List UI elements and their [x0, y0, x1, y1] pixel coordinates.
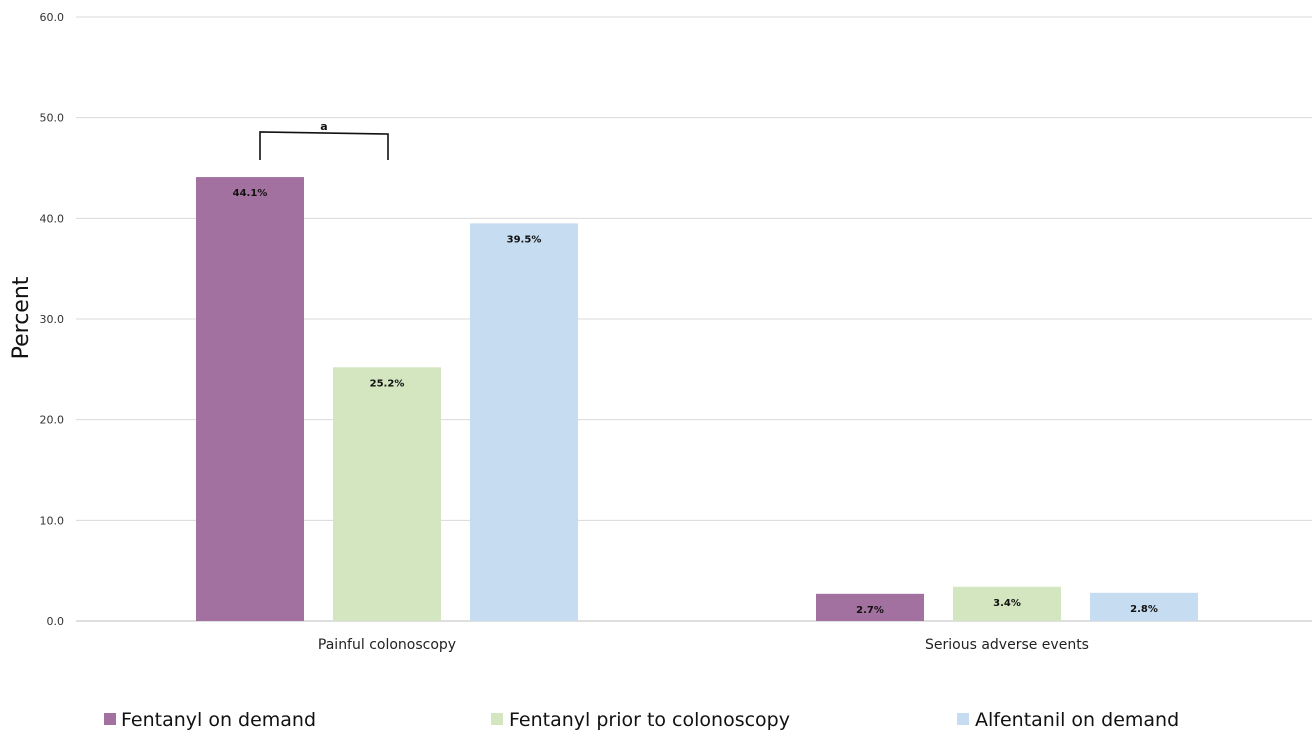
data-label: 2.8% — [1130, 604, 1158, 615]
category-label-serious-adverse-events: Serious adverse events — [925, 637, 1089, 653]
bar-fentanyl-prior-to-colonoscopy-serious-adverse-events — [953, 586, 1061, 621]
y-tick-label: 20.0 — [40, 414, 65, 427]
bars — [196, 177, 1198, 621]
y-axis-title: Percent — [9, 276, 34, 359]
legend-label-fentanyl-on-demand: Fentanyl on demand — [121, 709, 316, 731]
legend-label-fentanyl-prior-to-colonoscopy: Fentanyl prior to colonoscopy — [509, 709, 790, 731]
category-label-painful-colonoscopy: Painful colonoscopy — [318, 637, 456, 653]
y-tick-label: 60.0 — [40, 11, 65, 24]
y-tick-label: 10.0 — [40, 514, 65, 527]
data-label: 3.4% — [993, 598, 1021, 609]
y-axis-ticks: 0.0 10.0 20.0 30.0 40.0 50.0 60.0 — [40, 11, 65, 628]
bar-alfentanil-on-demand-painful-colonoscopy — [470, 223, 578, 621]
legend-label-alfentanil-on-demand: Alfentanil on demand — [975, 709, 1179, 731]
data-label: 2.7% — [856, 605, 884, 616]
bar-fentanyl-on-demand-serious-adverse-events — [816, 593, 924, 621]
x-axis-categories: Painful colonoscopy Serious adverse event… — [318, 637, 1089, 653]
bar-fentanyl-on-demand-painful-colonoscopy — [196, 177, 304, 621]
legend-swatch-alfentanil-on-demand — [957, 713, 969, 725]
data-label: 25.2% — [370, 378, 405, 389]
bar-fentanyl-prior-to-colonoscopy-painful-colonoscopy — [333, 367, 441, 621]
significance-annotation: a — [259, 120, 389, 160]
bar-alfentanil-on-demand-serious-adverse-events — [1090, 592, 1198, 621]
significance-bracket — [259, 131, 389, 160]
y-tick-label: 40.0 — [40, 212, 65, 225]
y-tick-label: 50.0 — [40, 112, 65, 125]
data-labels: 44.1% 2.7% 25.2% 3.4% 39.5% 2.8% — [233, 188, 1158, 616]
y-tick-label: 0.0 — [47, 615, 65, 628]
legend: Fentanyl on demand Fentanyl prior to colo… — [104, 709, 1179, 731]
data-label: 39.5% — [507, 234, 542, 245]
significance-label: a — [320, 120, 327, 133]
legend-swatch-fentanyl-prior-to-colonoscopy — [491, 713, 503, 725]
legend-swatch-fentanyl-on-demand — [104, 713, 116, 725]
y-tick-label: 30.0 — [40, 313, 65, 326]
data-label: 44.1% — [233, 188, 268, 199]
